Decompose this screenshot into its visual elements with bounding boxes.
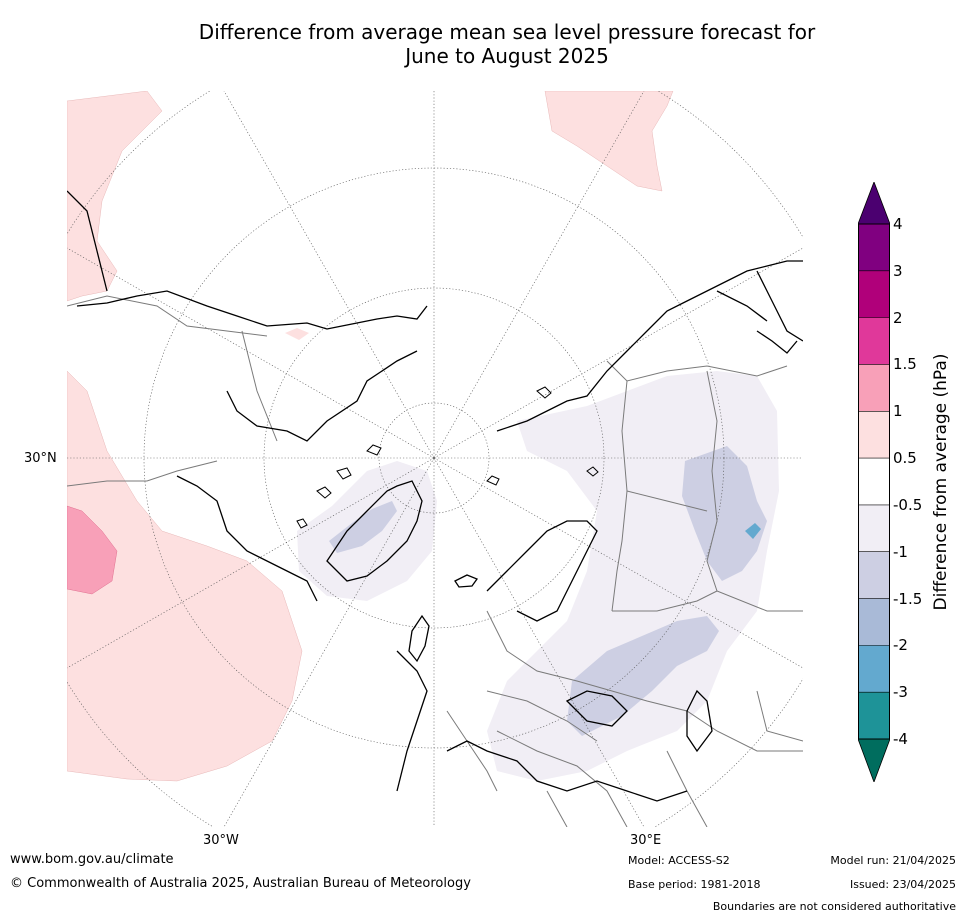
footer-base-period: Base period: 1981-2018 [628,878,761,891]
colorbar-outline [858,223,890,740]
colorbar-tick-label: 1.5 [893,355,917,374]
label-lon-30w: 30°W [203,833,239,848]
footer-disclaimer: Boundaries are not considered authoritat… [712,900,956,913]
anomaly-asia-positive [544,91,674,192]
colorbar-tick-label: -0.5 [893,495,923,514]
colorbar-tick-label: 2 [893,308,903,327]
footer-model: Model: ACCESS-S2 [628,854,730,867]
coast-east-asia [756,270,803,342]
coast-mediterranean [446,740,688,802]
coast-europe-west [396,650,428,792]
coast-alaska [67,190,108,292]
colorbar-over-arrow [858,182,890,225]
colorbar-under-arrow [858,738,890,782]
coast-siberia [496,260,803,432]
graticule [67,91,803,827]
coast-hudson-bay [176,475,318,602]
coast-black-sea [565,690,628,727]
anomaly-lake-baikal-negative [745,523,761,539]
coast-caspian [686,689,713,753]
coast-japan [756,330,798,354]
coast-canada-arctic [226,350,418,442]
colorbar [858,182,890,782]
anomaly-eurasia-negative [487,371,779,781]
coast-scandinavia [486,520,598,622]
colorbar-tick-label: -3 [893,683,908,702]
colorbar-band [858,598,890,646]
anomaly-small-positive [285,328,309,340]
coast-north-america-north [76,290,428,330]
title-line-1: Difference from average mean sea level p… [198,20,816,44]
colorbar-tick-label: -4 [893,730,908,748]
map-title: Difference from average mean sea level p… [0,20,965,68]
colorbar-band [858,504,890,553]
colorbar-band [858,224,890,272]
anomaly-greenland-core-negative [329,501,397,553]
colorbar-tick-label: 4 [893,215,903,233]
coast-uk [408,614,430,663]
anomaly-blacksea-negative [567,616,719,736]
footer-copyright: © Commonwealth of Australia 2025, Austra… [10,876,471,891]
anomaly-atlantic-positive [67,370,303,782]
coast-greenland [326,480,423,582]
coast-north-pacific-arc [716,290,768,322]
colorbar-band [858,317,890,365]
colorbar-tick-label: -1 [893,542,908,561]
label-lat-30n: 30°N [24,451,57,466]
anomaly-siberia-negative [682,446,767,581]
title-line-2: June to August 2025 [405,44,609,68]
colorbar-tick-label: 3 [893,261,903,280]
map-svg [67,91,803,827]
colorbar-band [858,551,890,599]
footer-website: www.bom.gov.au/climate [10,852,174,867]
label-lon-30e: 30°E [630,833,662,848]
footer-model-run: Model run: 21/04/2025 [830,854,956,867]
colorbar-band [858,411,890,459]
colorbar-tick-label: -2 [893,636,908,655]
colorbar-band [858,645,890,693]
coast-iceland [454,574,479,588]
coastlines [67,190,803,802]
anomaly-pacific-positive [67,91,163,302]
colorbar-band [858,458,890,506]
colorbar-tick-label: 0.5 [893,449,917,468]
colorbar-band [858,692,890,740]
footer-issued: Issued: 23/04/2025 [849,878,956,891]
colorbar-tick-label: 1 [893,402,903,421]
colorbar-tick-label: -1.5 [893,589,923,608]
country-boundaries [67,295,803,827]
colorbar-label: Difference from average (hPa) [931,353,951,611]
colorbar-band [858,364,890,412]
forecast-map [67,91,803,827]
colorbar-band [858,270,890,318]
islands [296,386,599,529]
anomaly-atlantic-strong-positive [67,505,118,595]
